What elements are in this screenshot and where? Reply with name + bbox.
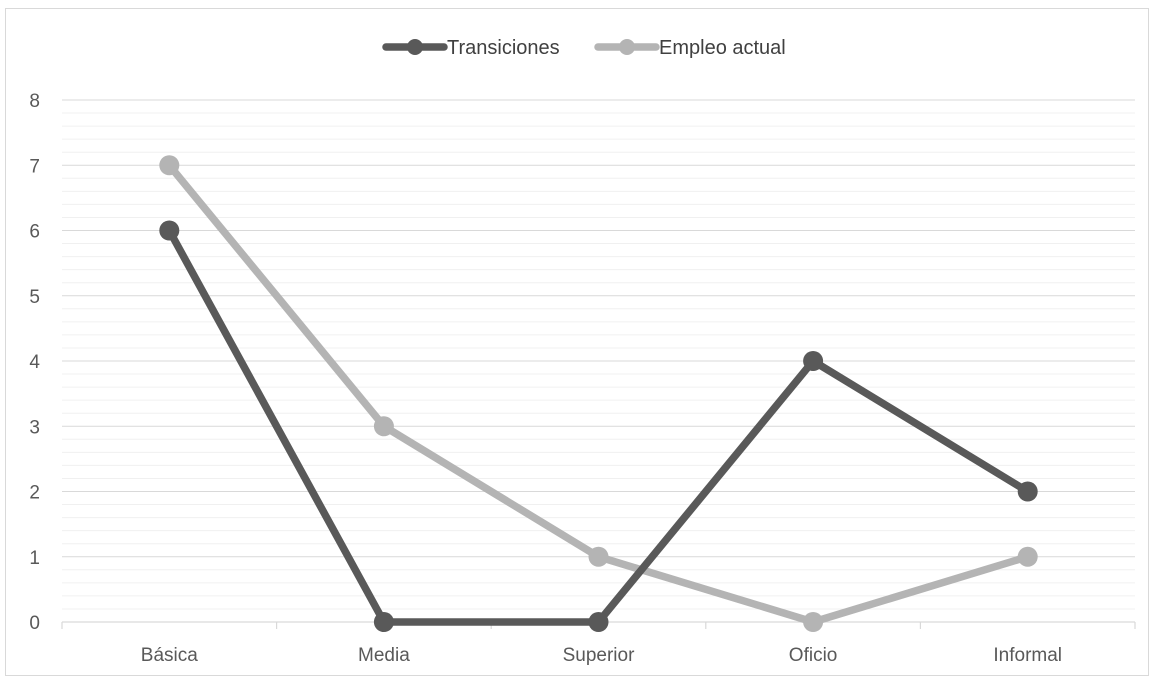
x-tick-label: Oficio xyxy=(789,645,838,666)
x-tick-label: Básica xyxy=(141,645,198,666)
minor-gridlines xyxy=(62,112,1135,610)
data-point xyxy=(588,612,609,632)
y-tick-label: 3 xyxy=(29,417,40,438)
y-axis-tick-labels: 0 1 2 3 4 5 6 7 8 xyxy=(29,91,40,634)
data-point xyxy=(803,612,824,632)
y-tick-label: 2 xyxy=(29,483,40,504)
y-tick-label: 4 xyxy=(29,352,40,373)
y-tick-label: 0 xyxy=(29,613,40,634)
series-layer xyxy=(159,155,1038,632)
legend-label: Empleo actual xyxy=(659,37,786,59)
data-point xyxy=(1017,481,1038,502)
legend-swatch-marker xyxy=(619,39,635,55)
legend-label: Transiciones xyxy=(447,37,560,59)
data-point xyxy=(373,416,394,437)
legend: Transiciones Empleo actual xyxy=(382,37,786,59)
chart-area xyxy=(5,8,1149,676)
y-tick-label: 8 xyxy=(29,91,40,112)
y-tick-label: 1 xyxy=(29,548,40,569)
data-point xyxy=(159,220,180,241)
x-tick-label: Superior xyxy=(563,645,635,666)
legend-item: Transiciones xyxy=(382,37,560,59)
legend-item: Empleo actual xyxy=(594,37,786,59)
data-point xyxy=(588,546,609,567)
y-tick-label: 5 xyxy=(29,287,40,308)
x-axis-tick-labels: Básica Media Superior Oficio Informal xyxy=(141,645,1062,666)
legend-swatch-marker xyxy=(407,39,423,55)
x-tick-label: Media xyxy=(358,645,410,666)
data-point xyxy=(803,351,824,371)
data-point xyxy=(373,612,394,632)
y-tick-label: 7 xyxy=(29,156,40,177)
data-point xyxy=(159,155,180,176)
x-tick-label: Informal xyxy=(993,645,1062,666)
y-tick-label: 6 xyxy=(29,222,40,243)
data-point xyxy=(1017,546,1038,567)
